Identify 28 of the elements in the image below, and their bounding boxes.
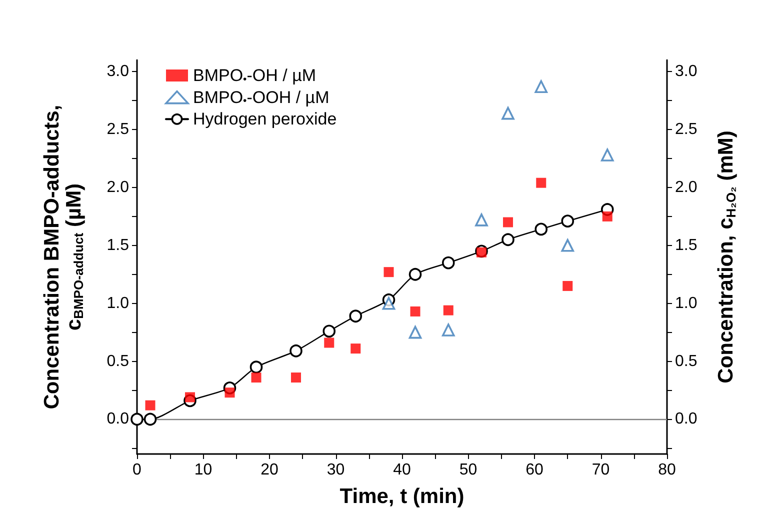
y2-tick-label: 0.5 — [675, 352, 698, 370]
y-tick-label: 0.5 — [106, 352, 130, 370]
y2-tick-label: 0.0 — [675, 410, 698, 428]
y-tick-label: 3.0 — [106, 63, 130, 80]
x-tick-label: 20 — [260, 462, 278, 478]
y2-tick-label: 1.5 — [675, 236, 698, 254]
y-tick-label: 2.0 — [106, 178, 130, 196]
x-tick-label: 0 — [132, 462, 142, 478]
x-tick-label: 60 — [526, 462, 544, 478]
y2-tick-label: 2.0 — [675, 178, 698, 196]
y-tick-label: 1.5 — [106, 236, 130, 254]
y-tick-label: 1.0 — [106, 294, 130, 312]
y-tick-label: 0.0 — [106, 410, 130, 428]
x-axis-title: Time, t (min) — [340, 485, 464, 508]
y-tick-label: 2.5 — [106, 121, 130, 138]
y2-tick-label: 1.0 — [675, 294, 698, 312]
y2-tick-label: 3.0 — [675, 63, 698, 80]
x-tick-label: 30 — [326, 462, 345, 478]
x-tick-label: 80 — [658, 462, 676, 478]
x-tick-label: 50 — [459, 462, 478, 478]
legend-label: Hydrogen peroxide — [193, 110, 337, 129]
y2-axis-title: Concentration, cH₂O₂ (mM) — [714, 130, 738, 384]
x-tick-label: 10 — [194, 462, 212, 478]
legend-label: BMPO•-OH / µM — [193, 66, 316, 86]
x-tick-label: 70 — [592, 462, 610, 478]
legend-label: BMPO•-OOH / µM — [193, 88, 330, 108]
y2-tick-label: 2.5 — [675, 121, 698, 138]
x-tick-label: 40 — [393, 462, 411, 478]
